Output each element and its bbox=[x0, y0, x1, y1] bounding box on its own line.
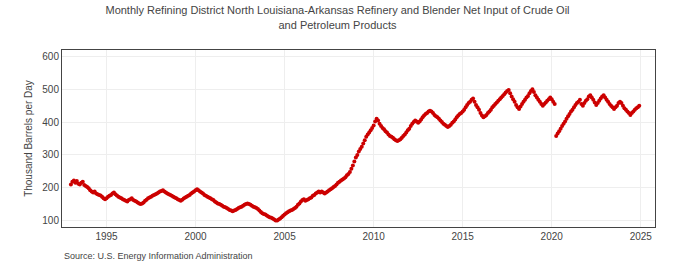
svg-text:100: 100 bbox=[42, 215, 59, 226]
svg-text:Thousand Barrels per Day: Thousand Barrels per Day bbox=[23, 80, 34, 197]
svg-text:2000: 2000 bbox=[184, 231, 207, 242]
svg-text:600: 600 bbox=[42, 51, 59, 62]
svg-text:400: 400 bbox=[42, 117, 59, 128]
svg-text:2005: 2005 bbox=[273, 231, 296, 242]
svg-text:500: 500 bbox=[42, 84, 59, 95]
svg-text:2010: 2010 bbox=[363, 231, 386, 242]
svg-text:Monthly Refining District Nort: Monthly Refining District North Louisian… bbox=[105, 4, 569, 30]
svg-text:2015: 2015 bbox=[452, 231, 475, 242]
svg-text:300: 300 bbox=[42, 149, 59, 160]
svg-text:200: 200 bbox=[42, 182, 59, 193]
svg-text:2020: 2020 bbox=[541, 231, 564, 242]
svg-text:2025: 2025 bbox=[630, 231, 653, 242]
svg-text:1995: 1995 bbox=[95, 231, 118, 242]
svg-text:Source: U.S. Energy Informatio: Source: U.S. Energy Information Administ… bbox=[64, 251, 253, 261]
